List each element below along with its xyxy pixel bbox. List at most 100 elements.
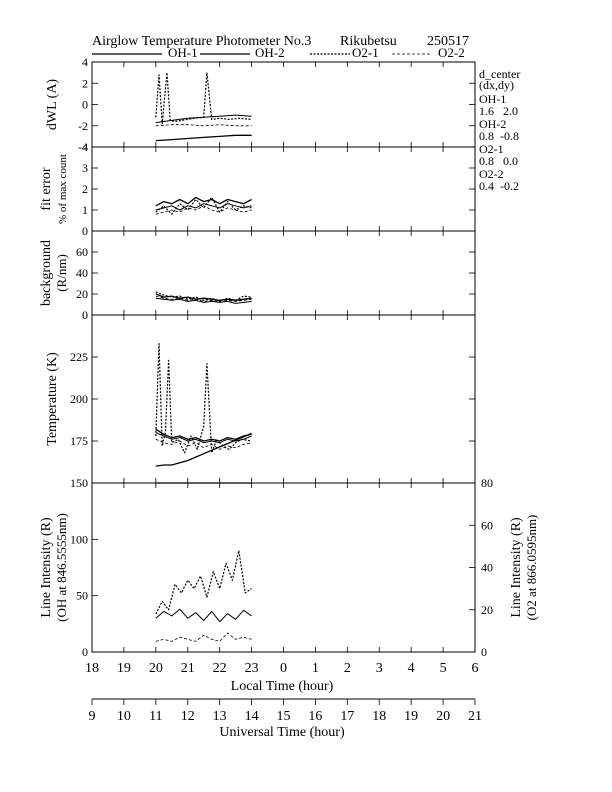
- d-center-name-o2-1: O2-1: [479, 142, 504, 156]
- d-center-values-oh-1: 1.6 2.0: [479, 104, 518, 118]
- y-tick-label: 4: [82, 140, 88, 154]
- y2-tick-label: 0: [481, 645, 487, 659]
- legend-label-oh-2: OH-2: [255, 45, 285, 60]
- d-center-name-oh-2: OH-2: [479, 117, 506, 131]
- y-tick-label: 0: [82, 308, 88, 322]
- y-tick-label: 1: [82, 203, 88, 217]
- universal-time-tick-label: 13: [213, 709, 227, 724]
- universal-time-tick-label: 12: [181, 709, 195, 724]
- y2-axis-label: Line Intensity (R): [509, 517, 524, 618]
- local-time-tick-label: 1: [312, 661, 319, 676]
- y2-tick-label: 40: [481, 561, 493, 575]
- universal-time-tick-label: 21: [468, 709, 482, 724]
- y-tick-label: -2: [78, 119, 88, 133]
- panel-temperature: 225 200 175 Temperature (K): [45, 314, 476, 484]
- series-line-oh-1: [155, 196, 252, 207]
- local-time-tick-label: 6: [472, 661, 479, 676]
- y-tick-label: 0: [82, 98, 88, 112]
- panel-frame: [91, 314, 476, 484]
- y-axis-label: fit error: [39, 167, 54, 210]
- universal-time-tick-label: 15: [277, 709, 291, 724]
- series-line-o2-1: [155, 71, 252, 125]
- legend-label-oh-1: OH-1: [168, 45, 198, 60]
- panel-frame: [91, 61, 476, 148]
- panel-frame: [91, 230, 476, 316]
- universal-time-tick-label: 19: [404, 709, 418, 724]
- panel-fit_error: 4 3 2 1 0 fit error% of max count: [39, 140, 476, 238]
- series-line-oh-2: [155, 203, 252, 211]
- y-axis-sublabel: % of max count: [57, 154, 69, 224]
- y-axis-label: Line Intensity (R): [39, 517, 54, 618]
- y2-tick-label: 60: [481, 518, 493, 532]
- local-time-tick-label: 4: [408, 661, 415, 676]
- universal-time-tick-label: 17: [340, 709, 354, 724]
- chart-title: Airglow Temperature Photometer No.3: [92, 34, 311, 49]
- series-line-o2-2: [155, 295, 252, 303]
- y-tick-label: 150: [70, 476, 88, 490]
- universal-time-tick-label: 10: [117, 709, 131, 724]
- local-time-tick-label: 2: [344, 661, 351, 676]
- series-line-oh-2: [155, 608, 252, 623]
- y-tick-label: 200: [70, 392, 88, 406]
- y-tick-label: 175: [70, 434, 88, 448]
- local-time-tick-label: 20: [149, 661, 163, 676]
- universal-time-label: Universal Time (hour): [219, 725, 345, 740]
- local-time-tick-label: 3: [376, 661, 383, 676]
- series-line-o2-1: [155, 549, 252, 615]
- series-line-o2-2: [155, 205, 252, 215]
- d-center-subheading: (dx,dy): [479, 78, 514, 92]
- series-line-o2-2: [155, 124, 252, 127]
- y2-tick-label: 20: [481, 603, 493, 617]
- panel-frame: [91, 482, 476, 653]
- series-line-oh-1: [155, 432, 252, 467]
- y-tick-label: 0: [82, 224, 88, 238]
- y-tick-label: 225: [70, 350, 88, 364]
- series-line-oh-2: [155, 297, 252, 304]
- y-tick-label: 3: [82, 161, 88, 175]
- panel-dwl: 4 2 0 -2 -4 dWL (A): [45, 55, 476, 154]
- y-tick-label: 60: [76, 245, 88, 259]
- panel-background: 60 40 20 0 background (R/nm): [39, 230, 476, 322]
- date-code: 250517: [427, 34, 469, 49]
- y-tick-label: 50: [76, 589, 88, 603]
- d-center-values-oh-2: 0.8 -0.8: [479, 129, 519, 143]
- y-axis-sublabel: (R/nm): [54, 254, 69, 292]
- d-center-values-o2-1: 0.8 0.0: [479, 154, 518, 168]
- universal-time-tick-label: 14: [245, 709, 259, 724]
- y-tick-label: 100: [70, 532, 88, 546]
- y-axis-label: Temperature (K): [45, 352, 60, 446]
- y-axis-label: background: [39, 240, 54, 306]
- d-center-name-o2-2: O2-2: [479, 167, 504, 181]
- series-line-o2-1: [155, 291, 252, 302]
- universal-time-tick-label: 20: [436, 709, 450, 724]
- legend: OH-1 OH-2 O2-1 O2-2: [92, 45, 465, 60]
- local-time-tick-label: 5: [440, 661, 447, 676]
- local-time-label: Local Time (hour): [231, 679, 334, 694]
- y-tick-label: 2: [82, 182, 88, 196]
- y2-tick-label: 80: [481, 476, 493, 490]
- local-time-tick-label: 0: [280, 661, 287, 676]
- universal-time-tick-label: 11: [149, 709, 162, 724]
- y-tick-label: 40: [76, 266, 88, 280]
- y-tick-label: 2: [82, 76, 88, 90]
- y-axis-label: dWL (A): [45, 79, 60, 131]
- series-line-o2-2: [155, 632, 252, 642]
- local-time-tick-label: 19: [117, 661, 131, 676]
- universal-time-tick-label: 9: [89, 709, 96, 724]
- universal-time-tick-label: 18: [372, 709, 386, 724]
- y-tick-label: 20: [76, 287, 88, 301]
- d-center-name-oh-1: OH-1: [479, 92, 506, 106]
- legend-label-o2-2: O2-2: [438, 45, 465, 60]
- d-center-heading: d_center: [479, 67, 520, 81]
- local-time-tick-label: 18: [85, 661, 99, 676]
- series-line-oh-2: [155, 432, 252, 444]
- series-line-o2-1: [155, 343, 252, 454]
- y-tick-label: 0: [82, 645, 88, 659]
- d-center-box: d_center (dx,dy) OH-1 1.6 2.0 OH-2 0.8 -…: [479, 67, 520, 193]
- universal-time-tick-label: 16: [308, 709, 322, 724]
- y-tick-label: 4: [82, 55, 88, 69]
- local-time-tick-label: 22: [213, 661, 227, 676]
- series-line-oh-1: [155, 134, 252, 142]
